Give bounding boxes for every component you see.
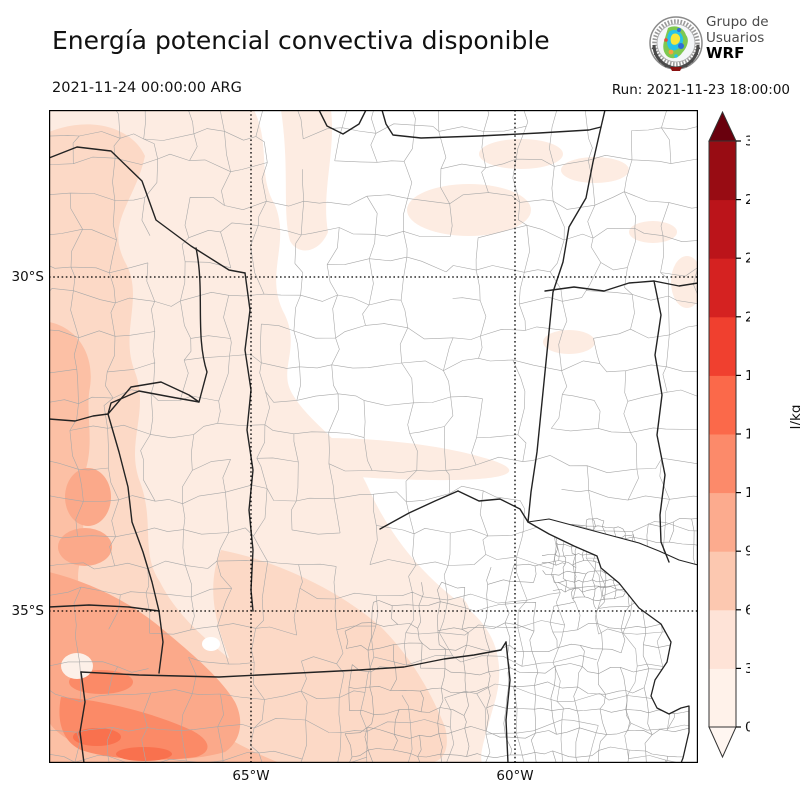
logo-wrf-label: WRF: [706, 44, 745, 62]
colorbar-segment: [709, 375, 736, 435]
colorbar-segment: [709, 199, 736, 259]
province-borders-layer: [49, 110, 698, 763]
logo-emblem-icon: [649, 16, 703, 71]
page-title: Energía potencial convectiva disponible: [52, 26, 550, 55]
colorbar-tick-label: 300: [745, 661, 750, 677]
map-frame: [49, 110, 698, 763]
cape-map: [49, 110, 698, 763]
water-body: [528, 519, 698, 763]
colorbar-under-arrow: [708, 726, 737, 759]
colorbar-segment: [709, 551, 736, 611]
colorbar-segment: [709, 316, 736, 376]
colorbar-tick-label: 2700: [745, 192, 750, 208]
valid-time-label: 2021-11-24 00:00:00 ARG: [52, 80, 242, 96]
lat-tick-35s: 35°S: [11, 603, 45, 619]
department-borders-layer: [49, 110, 698, 763]
colorbar-segment: [709, 141, 736, 201]
logo-line-1: Grupo de: [706, 14, 769, 30]
colorbar-tick-label: 600: [745, 602, 750, 618]
lat-tick-30s: 30°S: [11, 269, 45, 285]
graticule-layer: [49, 110, 698, 763]
colorbar-segment: [709, 492, 736, 552]
wrf-users-group-logo: Grupo de Usuarios WRF: [646, 12, 796, 78]
colorbar-tick-label: 0: [745, 720, 750, 736]
colorbar-segment: [709, 609, 736, 669]
logo-line-2: Usuarios: [706, 29, 765, 46]
colorbar-unit-label: J/kg: [788, 404, 800, 430]
colorbar-segment: [709, 434, 736, 494]
lon-tick-60w: 60°W: [496, 768, 534, 784]
cape-shading-layer: [49, 110, 698, 763]
colorbar-segment: [709, 668, 736, 728]
colorbar-tick-label: 1800: [745, 368, 750, 384]
colorbar-tick-label: 1500: [745, 427, 750, 443]
colorbar-tick-label: 2100: [745, 309, 750, 325]
colorbar-tick-label: 3000: [745, 134, 750, 150]
run-time-label: Run: 2021-11-23 18:00:00: [611, 82, 790, 98]
colorbar-segment: [709, 258, 736, 318]
colorbar-segments: [709, 141, 736, 728]
cape-map-canvas: [49, 110, 698, 763]
colorbar-tick-label: 1200: [745, 485, 750, 501]
colorbar-over-arrow: [708, 110, 737, 142]
department-borders-mesh: [49, 110, 698, 763]
colorbar-tick-label: 900: [745, 544, 750, 560]
coastline: [527, 518, 698, 763]
lon-tick-65w: 65°W: [232, 768, 270, 784]
